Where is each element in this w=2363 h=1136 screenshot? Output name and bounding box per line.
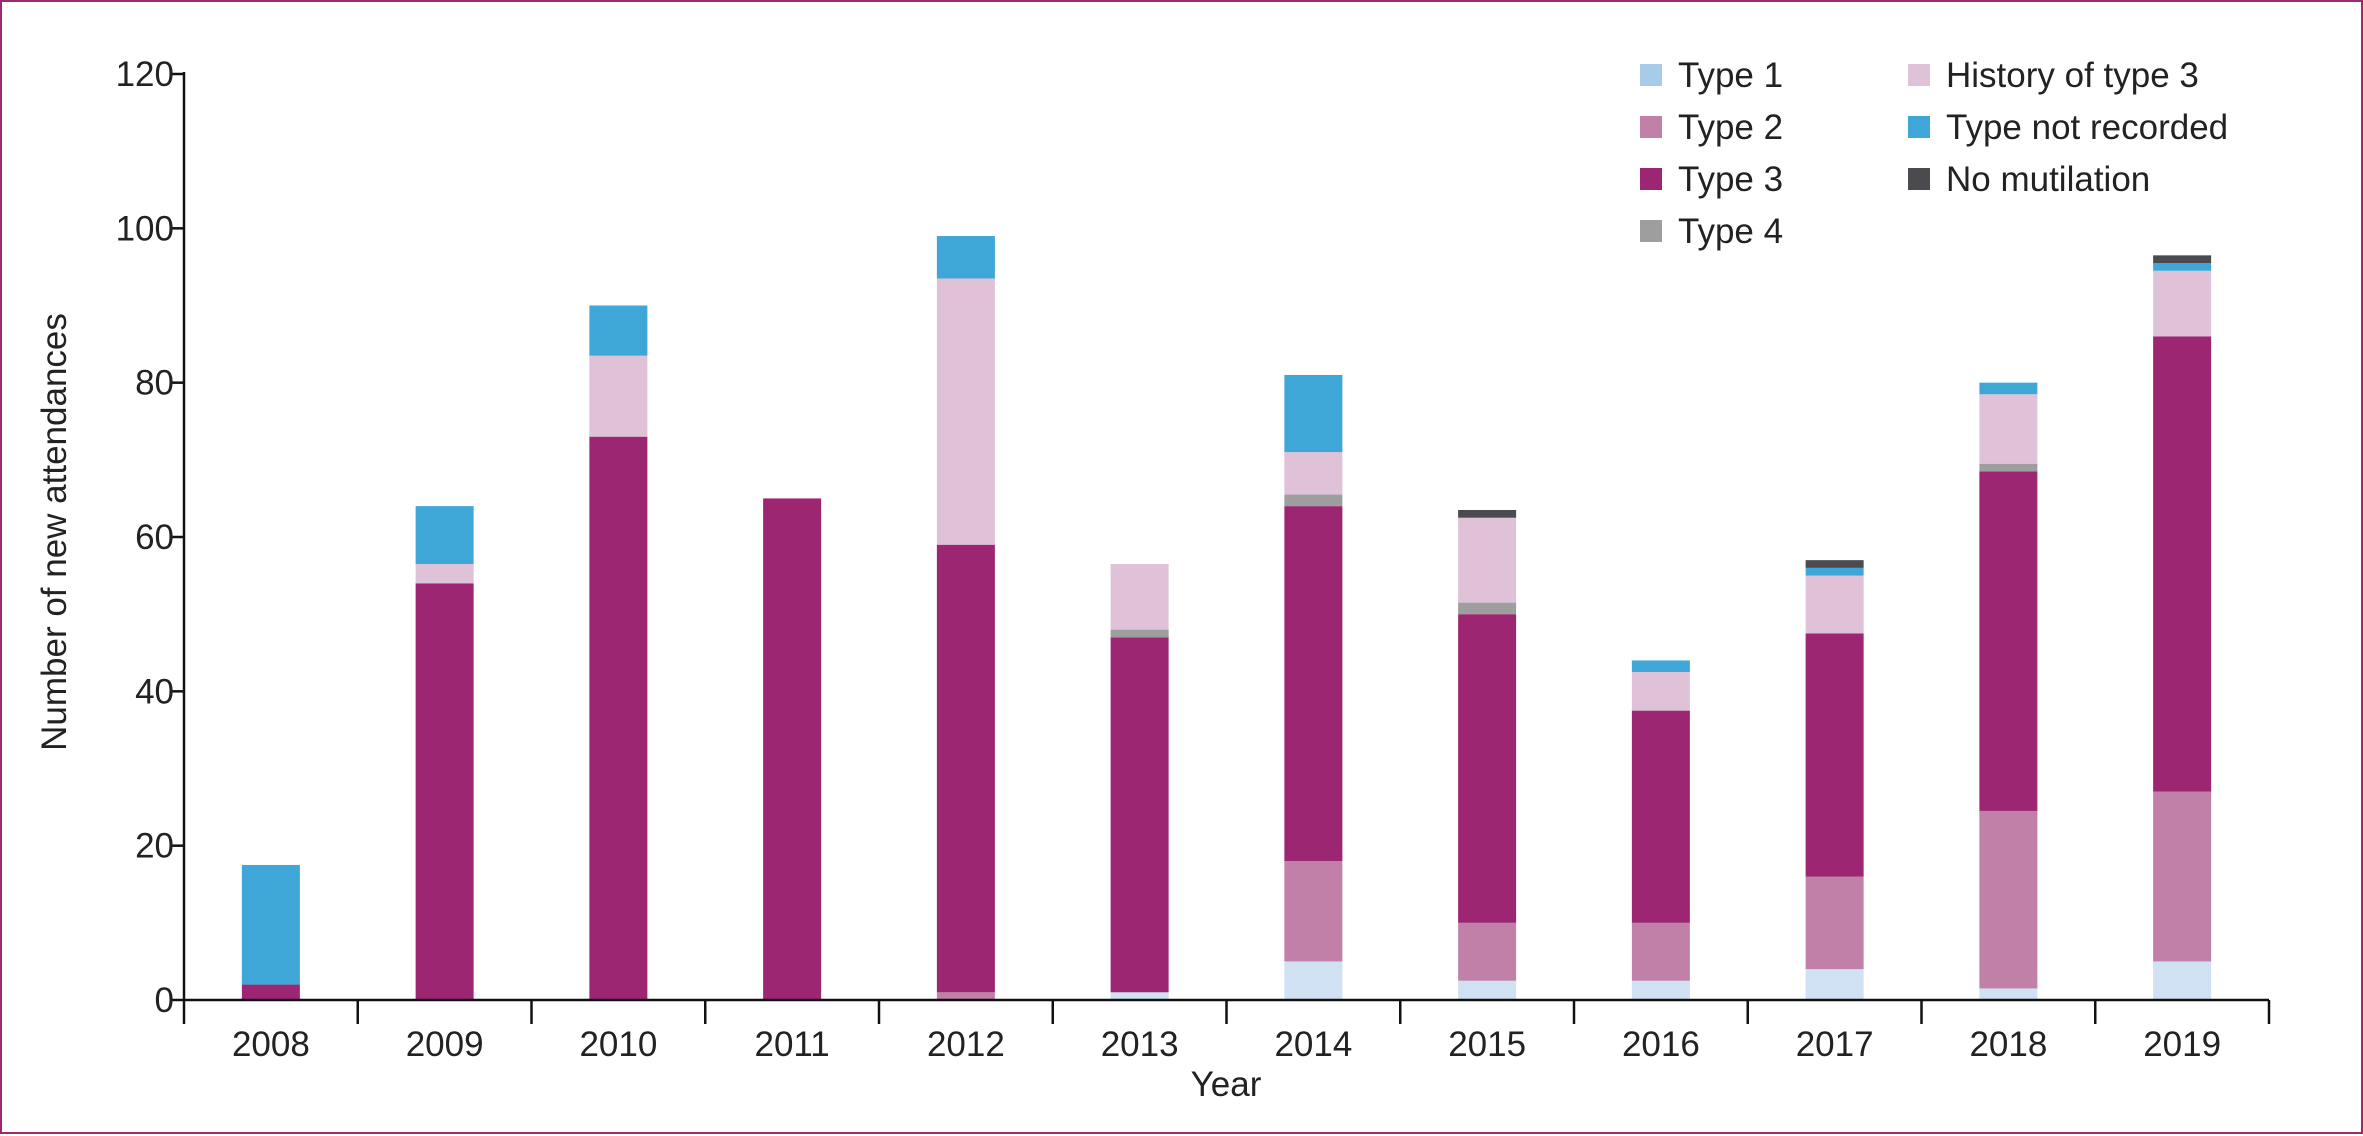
bar-segment-2014-type-4 bbox=[1284, 494, 1343, 507]
bar-segment-2014-type-3 bbox=[1284, 506, 1343, 862]
bar-segment-2009-type-3 bbox=[415, 583, 474, 1000]
x-tick-label: 2016 bbox=[1622, 1025, 1700, 1064]
x-ticks: 2008 2009 2010 2011 2012 2013 2014 2015 2016 2017… bbox=[182, 1000, 2271, 1064]
y-tick-label: 120 bbox=[116, 55, 174, 94]
bar-segment-2017-type-1 bbox=[1805, 969, 1864, 1000]
bar-segment-2015-type-1 bbox=[1458, 980, 1517, 1000]
bar-segment-2013-type-1 bbox=[1110, 992, 1169, 1000]
legend-label: Type 2 bbox=[1678, 108, 1783, 147]
legend-label: Type not recorded bbox=[1946, 108, 2228, 147]
legend-swatch bbox=[1640, 116, 1662, 138]
x-tick-label: 2009 bbox=[406, 1025, 484, 1064]
bar-segment-2016-type-2 bbox=[1631, 922, 1690, 981]
y-tick-label: 100 bbox=[116, 209, 174, 248]
bar-segment-2019-type-2 bbox=[2153, 791, 2212, 962]
bar-segment-2012-type-3 bbox=[936, 544, 995, 993]
bar-segment-2016-type-3 bbox=[1631, 710, 1690, 923]
x-tick-label: 2011 bbox=[754, 1025, 829, 1064]
bar-segment-2016-type-1 bbox=[1631, 980, 1690, 1000]
bar-segment-2012-type-2 bbox=[936, 992, 995, 1000]
x-tick-label: 2015 bbox=[1448, 1025, 1526, 1064]
legend-label: Type 4 bbox=[1678, 212, 1783, 251]
bars-layer bbox=[241, 236, 2212, 1000]
legend: Type 1 Type 2 Type 3 Type 4 History of type … bbox=[1640, 56, 2228, 251]
x-tick-label: 2012 bbox=[927, 1025, 1005, 1064]
x-tick-label: 2018 bbox=[1969, 1025, 2047, 1064]
legend-swatch bbox=[1640, 64, 1662, 86]
bar-segment-2012-history-of-type-3 bbox=[936, 278, 995, 545]
bar-segment-2012-type-not-recorded bbox=[936, 236, 995, 279]
y-tick-label: 60 bbox=[135, 518, 174, 557]
legend-swatch bbox=[1908, 64, 1930, 86]
bar-segment-2017-no-mutilation bbox=[1805, 560, 1864, 568]
bar-segment-2015-no-mutilation bbox=[1458, 509, 1517, 518]
y-tick-label: 40 bbox=[135, 672, 174, 711]
bar-segment-2015-type-3 bbox=[1458, 614, 1517, 923]
bar-segment-2019-no-mutilation bbox=[2153, 255, 2212, 264]
y-tick-label: 80 bbox=[135, 364, 174, 403]
x-tick-label: 2014 bbox=[1274, 1025, 1352, 1064]
bar-segment-2018-type-not-recorded bbox=[1979, 382, 2038, 395]
bar-segment-2019-history-of-type-3 bbox=[2153, 270, 2212, 337]
bar-segment-2009-type-not-recorded bbox=[415, 506, 474, 565]
bar-segment-2018-type-1 bbox=[1979, 988, 2038, 1000]
legend-swatch bbox=[1908, 168, 1930, 190]
x-tick-label: 2019 bbox=[2143, 1025, 2221, 1064]
bar-segment-2017-type-2 bbox=[1805, 876, 1864, 970]
bar-segment-2015-type-4 bbox=[1458, 602, 1517, 615]
bar-segment-2018-type-4 bbox=[1979, 463, 2038, 472]
y-tick-label: 20 bbox=[135, 827, 174, 866]
legend-label: No mutilation bbox=[1946, 160, 2150, 199]
x-tick-label: 2010 bbox=[579, 1025, 657, 1064]
bar-segment-2015-history-of-type-3 bbox=[1458, 517, 1517, 603]
legend-label: Type 3 bbox=[1678, 160, 1783, 199]
x-tick-label: 2017 bbox=[1796, 1025, 1874, 1064]
bar-segment-2008-type-not-recorded bbox=[241, 864, 300, 985]
bar-segment-2014-type-1 bbox=[1284, 961, 1343, 1000]
y-tick-label: 0 bbox=[155, 981, 174, 1020]
bar-segment-2019-type-not-recorded bbox=[2153, 263, 2212, 271]
bar-segment-2014-type-2 bbox=[1284, 861, 1343, 962]
bar-segment-2013-type-3 bbox=[1110, 637, 1169, 993]
bar-segment-2013-type-4 bbox=[1110, 629, 1169, 638]
y-ticks: 0 20 40 60 80 100 120 bbox=[116, 55, 184, 1020]
x-tick-label: 2013 bbox=[1101, 1025, 1179, 1064]
bar-segment-2015-type-2 bbox=[1458, 922, 1517, 981]
bar-segment-2013-history-of-type-3 bbox=[1110, 564, 1169, 630]
legend-swatch bbox=[1640, 168, 1662, 190]
x-tick-label: 2008 bbox=[232, 1025, 310, 1064]
bar-segment-2008-type-3 bbox=[241, 984, 300, 1000]
bar-segment-2010-type-3 bbox=[589, 436, 648, 1000]
bar-segment-2009-history-of-type-3 bbox=[415, 564, 474, 584]
bar-segment-2014-type-not-recorded bbox=[1284, 374, 1343, 453]
legend-swatch bbox=[1640, 220, 1662, 242]
bar-segment-2019-type-1 bbox=[2153, 961, 2212, 1000]
bar-segment-2011-type-3 bbox=[763, 498, 822, 1000]
bar-segment-2018-history-of-type-3 bbox=[1979, 394, 2038, 464]
bar-segment-2016-type-not-recorded bbox=[1631, 660, 1690, 673]
bar-segment-2010-history-of-type-3 bbox=[589, 355, 648, 437]
axes-layer bbox=[182, 72, 2269, 1002]
legend-label: History of type 3 bbox=[1946, 56, 2199, 95]
legend-swatch bbox=[1908, 116, 1930, 138]
x-axis-title: Year bbox=[1191, 1065, 1262, 1104]
legend-label: Type 1 bbox=[1678, 56, 1783, 95]
bar-segment-2016-history-of-type-3 bbox=[1631, 672, 1690, 711]
y-axis-title: Number of new attendances bbox=[35, 313, 74, 751]
bar-segment-2017-type-3 bbox=[1805, 633, 1864, 877]
bar-segment-2019-type-3 bbox=[2153, 336, 2212, 792]
bar-segment-2017-type-not-recorded bbox=[1805, 567, 1864, 576]
bar-segment-2017-history-of-type-3 bbox=[1805, 575, 1864, 634]
bar-segment-2018-type-3 bbox=[1979, 471, 2038, 811]
bar-segment-2018-type-2 bbox=[1979, 810, 2038, 989]
bar-segment-2010-type-not-recorded bbox=[589, 305, 648, 356]
bar-segment-2014-history-of-type-3 bbox=[1284, 452, 1343, 495]
